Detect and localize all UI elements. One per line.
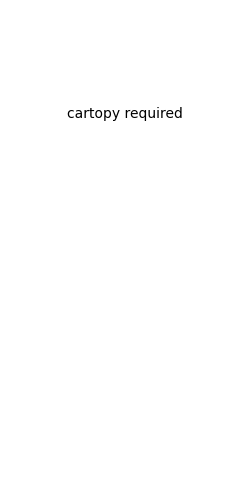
Text: cartopy required: cartopy required (67, 107, 182, 120)
